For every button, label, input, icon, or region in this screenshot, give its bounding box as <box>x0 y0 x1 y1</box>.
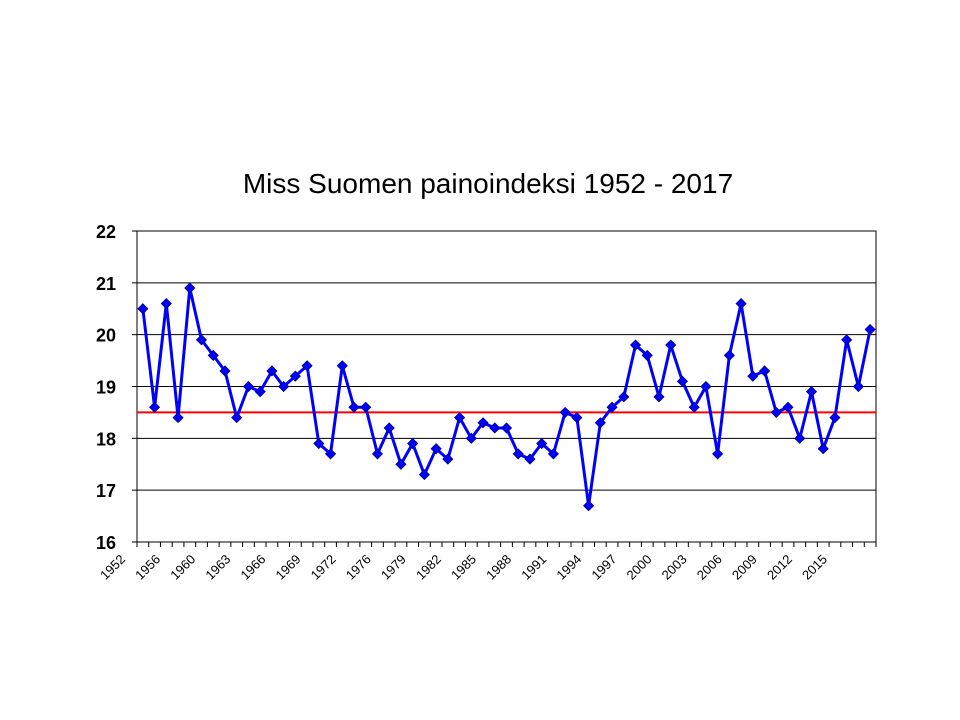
y-tick-label: 20 <box>96 326 116 346</box>
data-point <box>758 365 771 377</box>
data-point <box>629 339 642 351</box>
data-point <box>536 437 548 450</box>
x-tick-label: 1976 <box>343 552 374 583</box>
data-point <box>641 349 653 361</box>
data-point <box>489 422 501 434</box>
data-point <box>841 334 853 346</box>
data-point <box>712 448 724 460</box>
data-point <box>442 453 454 465</box>
data-point <box>231 412 243 424</box>
data-point <box>583 500 595 512</box>
x-tick-label: 1972 <box>308 552 339 583</box>
x-tick-label: 1997 <box>588 552 619 583</box>
chart-title: Miss Suomen painoindeksi 1952 - 2017 <box>242 168 734 199</box>
x-tick-label: 1991 <box>518 552 549 583</box>
data-point <box>805 386 818 398</box>
y-tick-label: 16 <box>96 533 116 553</box>
x-tick-label: 1988 <box>483 552 514 583</box>
data-point <box>747 370 759 382</box>
y-tick-label: 17 <box>96 481 116 501</box>
data-point <box>723 349 735 361</box>
x-tick-label: 2006 <box>694 552 725 583</box>
data-point <box>500 422 513 434</box>
x-tick-label: 1979 <box>378 552 409 583</box>
data-point <box>676 375 689 387</box>
data-point <box>195 334 208 346</box>
x-tick-label: 2003 <box>659 552 690 583</box>
data-point <box>324 448 337 460</box>
x-tick-label: 1956 <box>132 552 163 583</box>
data-point <box>770 406 782 418</box>
data-point <box>383 422 395 434</box>
x-tick-label: 1966 <box>237 552 268 583</box>
data-point <box>360 401 372 413</box>
data-point <box>160 298 172 310</box>
y-tick-label: 22 <box>96 222 116 242</box>
data-point <box>477 417 489 429</box>
data-point <box>266 365 278 377</box>
data-point <box>653 391 665 403</box>
data-point <box>254 386 266 398</box>
data-point <box>512 448 524 460</box>
data-point <box>371 448 384 460</box>
data-point <box>172 412 184 424</box>
data-point <box>547 448 559 460</box>
y-tick-label: 21 <box>96 274 116 294</box>
data-point <box>665 339 677 351</box>
y-tick-label: 19 <box>96 378 116 398</box>
data-point <box>313 437 325 450</box>
data-point <box>137 303 149 315</box>
data-point <box>242 380 255 393</box>
data-point <box>794 432 806 444</box>
data-point <box>688 401 700 413</box>
data-point <box>817 443 829 455</box>
x-tick-label: 1969 <box>273 552 304 583</box>
data-point <box>864 323 876 336</box>
data-point <box>524 453 536 465</box>
x-tick-label: 1952 <box>97 552 128 583</box>
data-point <box>289 370 301 382</box>
data-point <box>606 401 618 413</box>
data-point <box>559 406 571 418</box>
data-point <box>735 298 747 310</box>
series-line <box>141 286 872 508</box>
data-point <box>149 401 161 413</box>
x-tick-label: 2009 <box>729 552 760 583</box>
x-tick-label: 1963 <box>202 552 233 583</box>
data-point <box>700 380 712 393</box>
data-point <box>852 380 864 393</box>
data-point <box>207 349 219 361</box>
data-point <box>418 469 430 481</box>
x-tick-label: 1982 <box>413 552 444 583</box>
data-point <box>594 417 606 429</box>
data-point <box>184 282 196 294</box>
data-point <box>618 391 630 403</box>
x-tick-label: 1960 <box>167 552 198 583</box>
data-point <box>336 360 348 372</box>
x-tick-label: 2012 <box>764 552 795 583</box>
data-point <box>301 360 313 372</box>
data-point <box>829 412 841 424</box>
data-point <box>430 443 442 455</box>
data-point <box>395 458 407 470</box>
data-point <box>219 365 231 377</box>
data-point <box>465 432 477 444</box>
data-point <box>571 412 583 424</box>
x-tick-label: 1985 <box>448 552 479 583</box>
data-point <box>454 412 466 424</box>
x-tick-label: 2015 <box>799 552 830 583</box>
x-tick-label: 1994 <box>553 552 584 583</box>
data-point <box>278 380 290 393</box>
y-tick-label: 18 <box>96 429 116 449</box>
x-tick-label: 2000 <box>624 552 655 583</box>
data-point <box>348 401 360 413</box>
data-point <box>407 437 419 450</box>
data-point <box>782 401 794 413</box>
